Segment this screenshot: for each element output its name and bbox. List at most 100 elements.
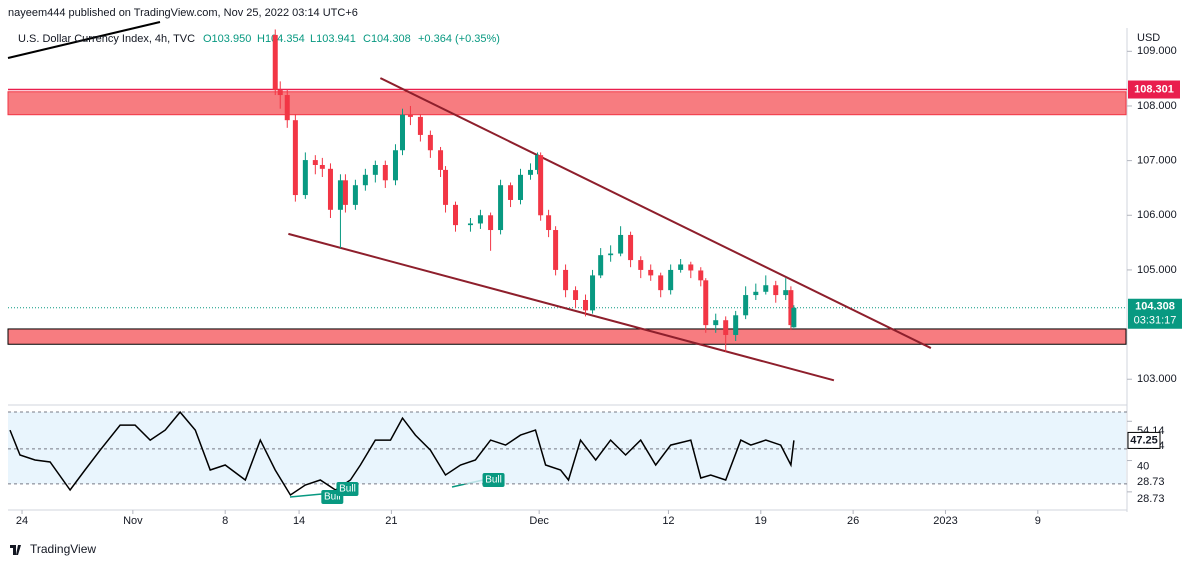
y-tick-label: 105.000 xyxy=(1137,264,1177,276)
candle-body xyxy=(598,255,604,276)
indicator-last-label: 47.25 xyxy=(1130,434,1158,446)
candle-body xyxy=(546,215,552,231)
level-label-box xyxy=(1128,80,1180,99)
candle-body xyxy=(535,155,541,170)
candle-body xyxy=(443,169,449,205)
candle-body xyxy=(733,315,739,335)
candle-body xyxy=(399,114,405,151)
candle-body xyxy=(723,320,729,335)
candle-body xyxy=(327,168,333,210)
candle-body xyxy=(703,280,709,326)
last-price-label: 104.308 xyxy=(1135,301,1175,313)
candle-body xyxy=(763,285,769,292)
last-price-box xyxy=(1128,298,1182,329)
y-tick-label: 108.000 xyxy=(1137,100,1177,112)
x-tick-label: 21 xyxy=(385,515,397,527)
candle-body xyxy=(538,155,544,216)
candle-body xyxy=(477,215,483,224)
legend: U.S. Dollar Currency Index, 4h, TVC O103… xyxy=(18,33,500,45)
candle-body xyxy=(527,169,533,175)
candle-body xyxy=(583,299,589,311)
candle-body xyxy=(553,230,559,270)
legend-name: U.S. Dollar Currency Index, 4h, TVC xyxy=(18,33,195,45)
candle-body xyxy=(563,269,569,291)
candle-body xyxy=(312,160,318,165)
signal-box xyxy=(336,482,359,496)
candle-body xyxy=(427,134,433,151)
signal-box xyxy=(482,473,505,487)
x-tick-label: Nov xyxy=(123,515,143,527)
candle-body xyxy=(302,160,308,196)
legend-close: C104.308 xyxy=(363,33,411,45)
x-tick-label: 26 xyxy=(847,515,859,527)
candle-body xyxy=(658,275,664,291)
x-tick-label: 12 xyxy=(662,515,674,527)
level-label: 108.301 xyxy=(1134,83,1174,95)
candle-body xyxy=(608,253,614,256)
indicator-tick-label: 40 xyxy=(1137,460,1149,472)
candle-body xyxy=(284,95,290,121)
indicator-band xyxy=(8,411,1126,484)
candle-body xyxy=(518,174,524,200)
candle-body xyxy=(292,120,298,196)
x-tick-label: 9 xyxy=(1035,515,1041,527)
signal-label: Bull xyxy=(485,475,502,486)
trendline xyxy=(379,77,932,349)
candle-body xyxy=(272,34,278,91)
candle-body xyxy=(618,234,624,254)
signal-label: Bull xyxy=(324,492,341,503)
candle-body xyxy=(319,164,325,169)
candle-body xyxy=(688,264,694,271)
currency: USD xyxy=(1137,32,1160,44)
candle-body xyxy=(407,114,413,117)
y-tick-label: 106.000 xyxy=(1137,209,1177,221)
x-tick-label: 14 xyxy=(293,515,305,527)
candle-body xyxy=(678,264,684,270)
drawn-line xyxy=(7,21,161,59)
indicator-tick-label: 28.73 xyxy=(1137,476,1165,488)
logo-icon xyxy=(10,545,21,555)
candle-body xyxy=(590,275,596,311)
candle-body xyxy=(773,285,779,296)
candle-body xyxy=(382,164,388,181)
candle-body xyxy=(498,185,504,231)
candle-body xyxy=(372,164,378,175)
divergence-line xyxy=(289,493,323,498)
legend-high: H104.354 xyxy=(257,33,305,45)
logo: TradingView xyxy=(30,542,96,556)
signal-label: Bull xyxy=(339,484,356,495)
candle-body xyxy=(791,307,797,328)
y-tick-label: 107.000 xyxy=(1137,155,1177,167)
x-tick-label: Dec xyxy=(529,515,549,527)
candle-body xyxy=(648,269,654,276)
y-tick-label: 103.000 xyxy=(1137,373,1177,385)
candle-body xyxy=(488,215,494,231)
trendline xyxy=(288,232,835,382)
candle-body xyxy=(342,180,348,205)
indicator-tick-label: 28.73 xyxy=(1137,493,1165,505)
countdown: 03:31:17 xyxy=(1134,315,1177,327)
candle-body xyxy=(438,150,444,170)
candle-body xyxy=(638,260,644,270)
candle-body xyxy=(788,290,794,326)
indicator-last-box xyxy=(1127,431,1161,449)
candle-body xyxy=(277,90,283,96)
y-tick-label: 109.000 xyxy=(1137,45,1177,57)
candle-body xyxy=(713,320,719,326)
legend-change: +0.364 (+0.35%) xyxy=(418,33,500,45)
header: nayeem444 published on TradingView.com, … xyxy=(8,7,358,19)
x-tick-label: 19 xyxy=(755,515,767,527)
candle-body xyxy=(628,234,634,261)
candle-body xyxy=(573,290,579,300)
legend-open: O103.950 xyxy=(203,33,251,45)
x-tick-label: 8 xyxy=(222,515,228,527)
candle-body xyxy=(453,204,459,226)
candle-body xyxy=(668,269,674,291)
candle-body xyxy=(698,270,704,281)
candle-body xyxy=(743,295,749,316)
candle-body xyxy=(362,174,368,186)
indicator-line xyxy=(9,410,795,497)
candle-body xyxy=(417,116,423,135)
candle-body xyxy=(753,291,759,296)
